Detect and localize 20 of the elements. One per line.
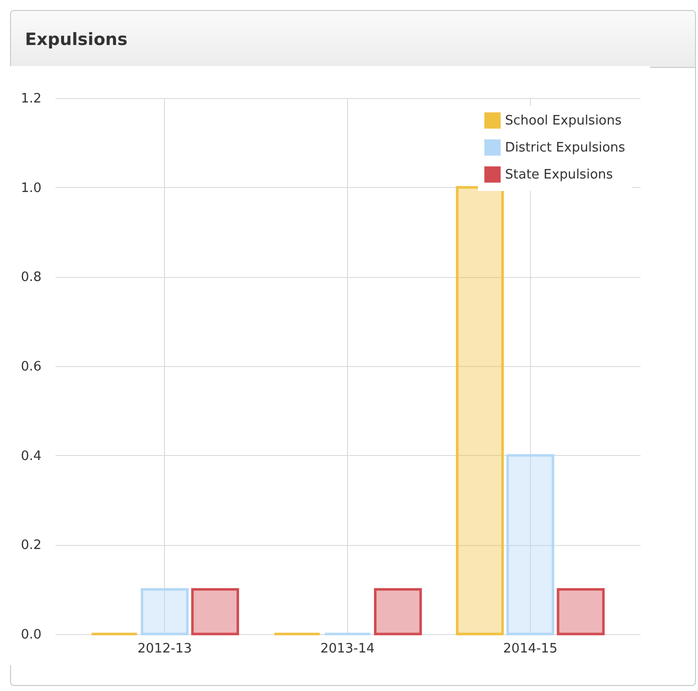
y-tick-label: 1.0 (20, 180, 42, 196)
x-tick-label: 2012-13 (138, 642, 192, 656)
legend-label: State Expulsions (505, 168, 614, 182)
legend-label: District Expulsions (505, 140, 626, 156)
bar (556, 588, 605, 636)
legend-label: School Expulsions (505, 114, 622, 128)
bar (506, 454, 554, 636)
y-tick-label: 1.2 (20, 92, 42, 106)
y-tick-label: 0.6 (20, 360, 42, 374)
chart-title: Expulsions (11, 11, 695, 68)
y-tick-label: 0.0 (20, 628, 42, 642)
x-tick-label: 2014-15 (503, 642, 558, 656)
bar (456, 186, 504, 636)
y-tick-label: 0.8 (20, 270, 42, 286)
y-tick-label: 0.2 (20, 538, 42, 554)
x-tick-label: 2013-14 (320, 642, 375, 656)
bar (374, 588, 422, 636)
bar (140, 588, 189, 636)
bar (191, 588, 240, 636)
y-tick-label: 0.4 (20, 448, 42, 464)
